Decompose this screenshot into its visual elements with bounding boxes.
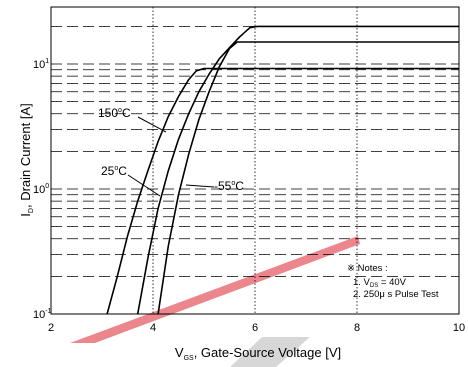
x-tick-label-3: 8 xyxy=(354,322,360,334)
x-axis-title-sub: GS xyxy=(184,355,194,362)
plot-frame xyxy=(50,6,460,315)
notes-line-1-prefix: 1. V xyxy=(353,277,371,288)
label-150c-leader xyxy=(137,116,167,133)
y-tick-exp-1: 0 xyxy=(45,183,49,190)
notes-line-1: 1. VDS = 40V xyxy=(353,277,407,289)
y-tick-base-2: 10 xyxy=(33,59,45,71)
label-150c-text: 150 xyxy=(98,106,118,120)
watermark-red-stripe xyxy=(70,236,360,343)
series-line-0 xyxy=(106,67,459,315)
x-tick-label-0: 2 xyxy=(48,322,54,334)
label-25c-deg: o xyxy=(114,165,118,172)
label-m55c-text: -55 xyxy=(214,179,232,193)
label-m55c: -55oC xyxy=(214,179,244,193)
label-25c-unit: C xyxy=(118,164,127,178)
y-tick-exp-0: -1 xyxy=(45,308,51,315)
x-axis-title-rest: , Gate-Source Voltage [V] xyxy=(194,345,341,360)
label-25c-leader xyxy=(127,174,161,197)
x-axis-title: VGS, Gate-Source Voltage [V] xyxy=(175,345,341,362)
notes-line-2: 2. 250μ s Pulse Test xyxy=(353,289,439,300)
y-tick-label-1: 100 xyxy=(33,183,49,196)
series-line-2 xyxy=(157,41,459,315)
label-150c-deg: o xyxy=(118,107,122,114)
series-line-1 xyxy=(136,25,459,315)
annotations: 150oC 25oC -55oC xyxy=(98,106,244,197)
y-tick-base-1: 10 xyxy=(33,184,45,196)
y-tick-label-2: 101 xyxy=(33,58,49,71)
notes-line-1-rest: = 40V xyxy=(378,277,406,288)
y-axis-title-sub: D xyxy=(28,208,35,213)
y-axis-title-rest: , Drain Current [A] xyxy=(18,103,33,208)
y-tick-exp-2: 1 xyxy=(45,58,49,65)
label-m55c-leader xyxy=(185,184,215,188)
series-group xyxy=(106,25,459,315)
notes-box: ※ Notes : 1. VDS = 40V 2. 250μ s Pulse T… xyxy=(347,263,439,300)
label-m55c-unit: C xyxy=(235,179,244,193)
x-axis-title-prefix: V xyxy=(175,345,184,360)
x-tick-label-2: 6 xyxy=(252,322,258,334)
label-25c-text: 25 xyxy=(101,164,115,178)
label-150c-unit: C xyxy=(122,106,131,120)
x-tick-label-4: 10 xyxy=(453,322,465,334)
watermark-gray-stripe xyxy=(230,337,310,367)
y-axis-title-prefix: I xyxy=(18,213,33,217)
y-tick-label-0: 10-1 xyxy=(33,308,52,321)
label-m55c-deg: o xyxy=(231,180,235,187)
x-tick-label-1: 4 xyxy=(150,322,156,334)
grid xyxy=(51,7,459,314)
label-150c: 150oC xyxy=(98,106,131,120)
label-25c: 25oC xyxy=(101,164,127,178)
notes-header: ※ Notes : xyxy=(347,263,388,274)
y-tick-base-0: 10 xyxy=(33,309,45,321)
y-axis-title: ID, Drain Current [A] xyxy=(18,103,35,216)
notes-line-1-sub: DS xyxy=(370,283,378,289)
